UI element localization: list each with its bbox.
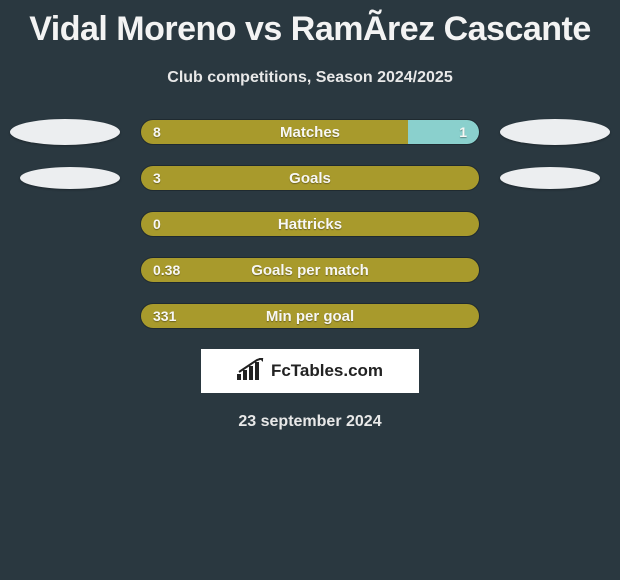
bar-left-fill (141, 258, 479, 282)
page-subtitle: Club competitions, Season 2024/2025 (0, 69, 620, 87)
right-player-oval (500, 167, 600, 189)
bar-row: Min per goal331 (140, 303, 480, 329)
left-player-oval (10, 119, 120, 145)
brand-text: FcTables.com (271, 361, 383, 381)
right-player-oval (500, 119, 610, 145)
bar-left-fill (141, 304, 479, 328)
left-player-oval (20, 167, 120, 189)
bar-row: Hattricks0 (140, 211, 480, 237)
bar-row: Matches81 (140, 119, 480, 145)
date-line: 23 september 2024 (0, 413, 620, 431)
brand-icon (237, 358, 265, 385)
bar-right-fill (408, 120, 479, 144)
brand-box[interactable]: FcTables.com (201, 349, 419, 393)
bar-left-fill (141, 212, 479, 236)
bar-row: Goals3 (140, 165, 480, 191)
bar-left-fill (141, 120, 408, 144)
comparison-bars: Matches81 Goals3 Hattricks0 Goals per match… (140, 119, 480, 329)
page-title: Vidal Moreno vs RamÃrez Cascante (0, 0, 620, 49)
bar-row: Goals per match0.38 (140, 257, 480, 283)
bar-left-fill (141, 166, 479, 190)
